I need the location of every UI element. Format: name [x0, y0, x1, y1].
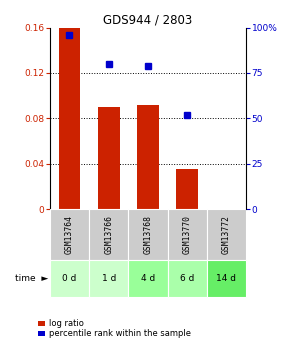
Text: GSM13766: GSM13766	[104, 215, 113, 254]
Title: GDS944 / 2803: GDS944 / 2803	[103, 13, 193, 27]
Text: percentile rank within the sample: percentile rank within the sample	[49, 329, 191, 338]
Text: 14 d: 14 d	[217, 274, 236, 283]
Bar	[168, 209, 207, 260]
Text: GSM13770: GSM13770	[183, 215, 192, 254]
Bar	[207, 209, 246, 260]
Bar	[98, 107, 120, 209]
Text: 0 d: 0 d	[62, 274, 77, 283]
Text: 4 d: 4 d	[141, 274, 155, 283]
Bar	[176, 169, 198, 209]
Text: 6 d: 6 d	[180, 274, 195, 283]
Bar	[128, 209, 168, 260]
Text: GSM13764: GSM13764	[65, 215, 74, 254]
Bar	[89, 209, 128, 260]
Bar	[207, 260, 246, 297]
Bar	[59, 28, 80, 209]
Text: GSM13772: GSM13772	[222, 215, 231, 254]
Text: time  ►: time ►	[15, 274, 48, 283]
Bar	[137, 105, 159, 209]
Bar	[89, 260, 128, 297]
Text: 1 d: 1 d	[101, 274, 116, 283]
Text: GSM13768: GSM13768	[144, 215, 152, 254]
Bar	[128, 260, 168, 297]
Bar	[168, 260, 207, 297]
Bar	[50, 209, 89, 260]
Bar	[50, 260, 89, 297]
Text: log ratio: log ratio	[49, 319, 84, 328]
